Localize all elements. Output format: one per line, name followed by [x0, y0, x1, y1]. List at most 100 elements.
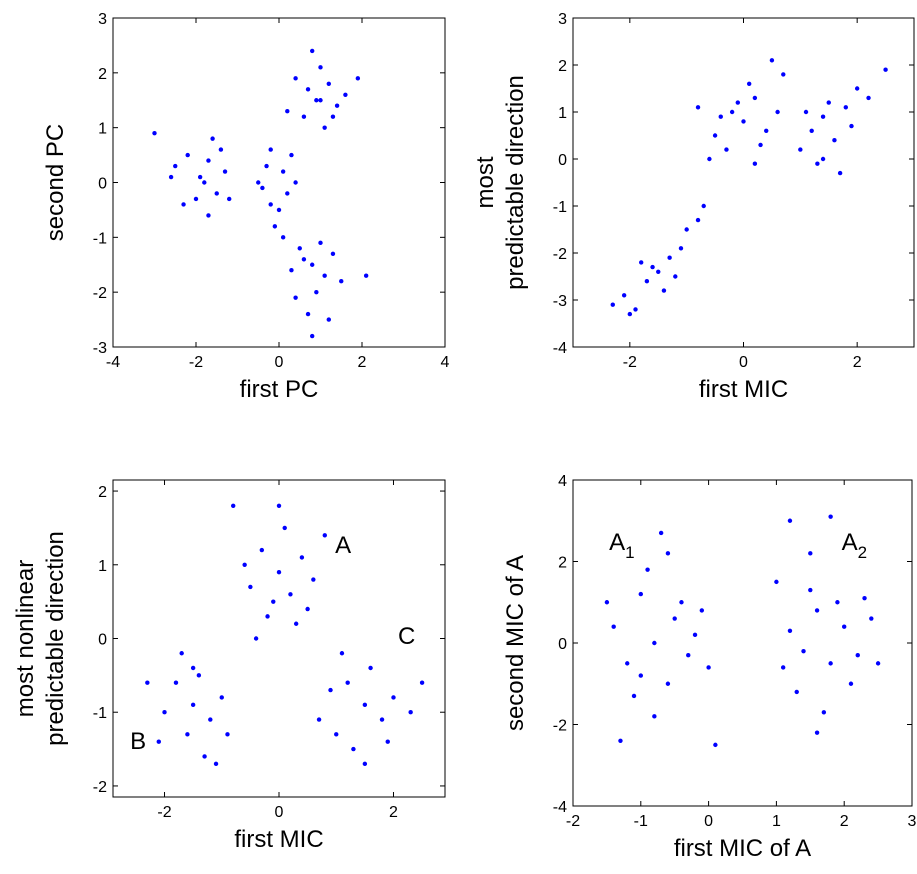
point: [351, 746, 356, 752]
axes-box: [572, 17, 915, 348]
point: [787, 628, 793, 633]
x-tick-label: 2: [389, 804, 398, 821]
point: [362, 702, 368, 708]
point: [695, 105, 701, 110]
point: [293, 295, 298, 300]
y-tick-label: -1: [93, 705, 107, 722]
y-tick-label: -4: [553, 799, 567, 816]
point: [769, 58, 775, 63]
point: [883, 67, 888, 72]
point: [701, 203, 706, 209]
y-tick-label: -1: [93, 230, 107, 247]
axes-box: [112, 17, 446, 348]
point: [368, 665, 373, 671]
panel: -4 -2 0 2 4 -3 -2 -1 0 1 2 3 first PC second PC: [42, 11, 450, 403]
point: [656, 269, 661, 274]
point: [193, 196, 199, 202]
point: [276, 503, 282, 509]
point: [214, 191, 219, 196]
point: [173, 163, 178, 169]
annotation: B: [130, 728, 146, 755]
x-axis-label: first PC: [240, 376, 319, 403]
y-tick-label: -2: [93, 285, 107, 302]
point: [808, 587, 813, 593]
point: [781, 72, 786, 77]
point: [633, 307, 638, 312]
point: [604, 600, 610, 605]
point: [299, 555, 305, 560]
point: [735, 100, 741, 105]
y-tick-label: 0: [98, 632, 107, 649]
point: [259, 547, 265, 553]
point: [658, 530, 664, 536]
point: [253, 636, 259, 641]
point: [310, 333, 315, 339]
point: [328, 687, 333, 693]
x-axis-label: first MIC: [699, 376, 788, 403]
annotation: A1: [609, 529, 634, 562]
point: [318, 65, 323, 70]
point: [301, 114, 307, 119]
point: [391, 695, 396, 700]
axes-box: [112, 479, 446, 798]
point: [314, 289, 319, 295]
point: [798, 147, 803, 152]
y-tick-label: 4: [558, 473, 567, 490]
point: [339, 651, 345, 656]
point: [379, 717, 385, 722]
x-tick-label: 3: [908, 813, 917, 830]
point: [152, 130, 157, 136]
point: [828, 661, 833, 666]
point: [684, 227, 689, 232]
panel: -2 0 2 -2 -1 0 1 2 first MIC most nonlinear predic…: [12, 479, 446, 853]
point: [809, 128, 814, 133]
point: [638, 591, 643, 597]
point: [854, 86, 860, 91]
point: [310, 262, 315, 267]
point: [875, 661, 881, 666]
point: [855, 653, 860, 658]
point: [206, 213, 211, 218]
point: [276, 569, 282, 575]
y-axis-label: most: [472, 156, 499, 208]
point: [835, 600, 840, 605]
point: [271, 599, 276, 604]
x-axis-label: first MIC: [234, 826, 323, 853]
point: [362, 761, 368, 767]
y-tick-label: 2: [98, 484, 107, 501]
point: [318, 98, 323, 103]
point: [661, 288, 667, 293]
point: [621, 293, 627, 298]
point: [322, 273, 327, 278]
point: [248, 584, 253, 590]
point: [363, 273, 369, 278]
point: [185, 152, 190, 158]
point: [168, 174, 174, 180]
point: [256, 180, 261, 185]
point: [330, 114, 336, 119]
point: [631, 693, 637, 699]
point: [179, 651, 184, 656]
point: [282, 525, 287, 531]
point: [679, 600, 684, 605]
x-tick-label: -2: [566, 813, 580, 830]
point: [218, 147, 224, 152]
point: [644, 279, 650, 284]
y-tick-label: 1: [558, 105, 567, 122]
point: [814, 730, 820, 735]
y-tick-label: 0: [558, 636, 567, 653]
point: [673, 274, 678, 279]
y-tick-label: 3: [98, 11, 107, 28]
x-tick-label: 2: [853, 354, 862, 371]
point: [265, 614, 270, 619]
point: [293, 621, 299, 626]
point: [285, 191, 290, 196]
point: [729, 109, 735, 115]
point: [801, 648, 806, 654]
point: [686, 653, 691, 658]
point: [213, 761, 219, 767]
point: [219, 695, 224, 700]
point: [264, 163, 269, 169]
x-tick-label: -4: [106, 354, 120, 371]
point: [667, 255, 672, 260]
